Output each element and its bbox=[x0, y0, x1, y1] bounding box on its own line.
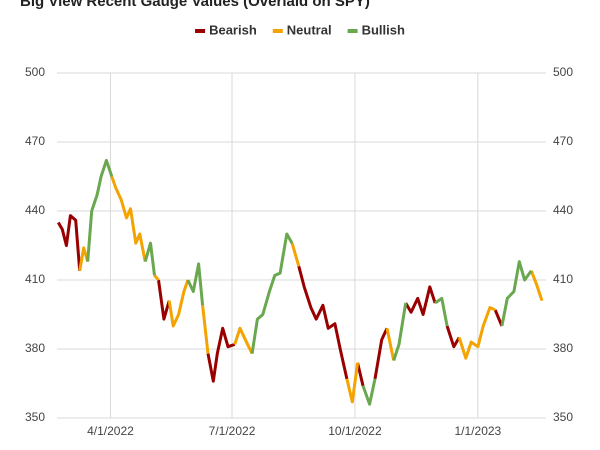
series-line bbox=[57, 214, 504, 387]
y2-tick-label: 350 bbox=[553, 410, 573, 424]
legend-label: Neutral bbox=[287, 22, 332, 37]
y2-tick-label: 440 bbox=[553, 203, 573, 217]
y2-tick-label: 470 bbox=[553, 134, 573, 148]
y-tick-label: 440 bbox=[25, 203, 45, 217]
y-tick-label: 410 bbox=[25, 272, 45, 286]
x-tick-label: 7/1/2022 bbox=[209, 424, 256, 438]
y-tick-label: 380 bbox=[25, 341, 45, 355]
y-tick-label: 470 bbox=[25, 134, 45, 148]
y2-tick-label: 380 bbox=[553, 341, 573, 355]
x-tick-label: 10/1/2022 bbox=[328, 424, 382, 438]
y2-tick-label: 500 bbox=[553, 65, 573, 79]
legend-item: Bearish bbox=[195, 22, 257, 37]
x-tick-label: 1/1/2023 bbox=[455, 424, 502, 438]
legend-label: Bearish bbox=[209, 22, 257, 37]
series-line bbox=[78, 176, 544, 404]
y2-tick-label: 410 bbox=[553, 272, 573, 286]
series-line bbox=[86, 158, 533, 406]
legend-item: Bullish bbox=[347, 22, 405, 37]
legend-label: Bullish bbox=[362, 22, 405, 37]
legend-item: Neutral bbox=[272, 22, 332, 37]
x-tick-label: 4/1/2022 bbox=[87, 424, 134, 438]
legend: Bearish Neutral Bullish bbox=[195, 22, 405, 37]
y-tick-label: 350 bbox=[25, 410, 45, 424]
y-tick-label: 500 bbox=[25, 65, 45, 79]
chart-title: Big View Recent Gauge Values (Overlaid o… bbox=[20, 0, 370, 10]
